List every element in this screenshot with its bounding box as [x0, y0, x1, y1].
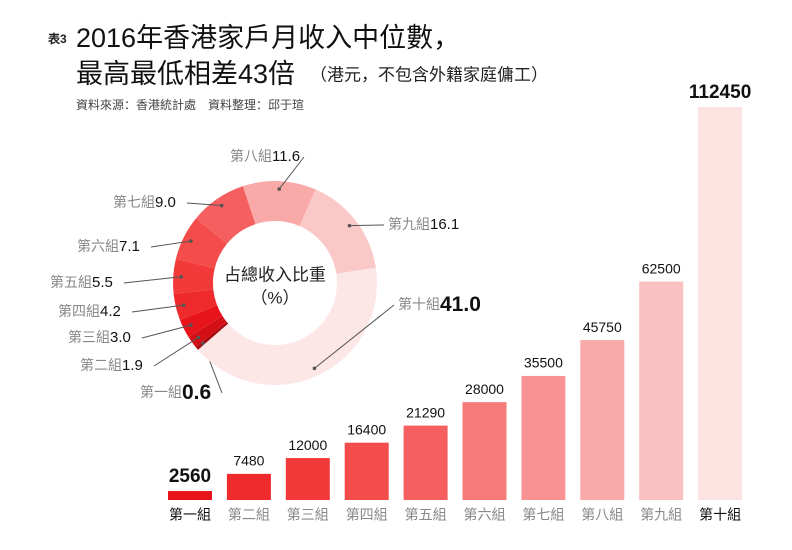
leader-dot	[196, 335, 201, 340]
pie-title: 占總收入比重	[224, 265, 326, 284]
leader-line	[186, 202, 222, 207]
x-tick-label: 第一組	[169, 507, 211, 523]
value-label: 35500	[524, 355, 563, 371]
leader-dot	[181, 303, 186, 307]
leader-dot	[189, 239, 193, 243]
leader-dot	[219, 203, 224, 208]
slice-label: 第二組1.9	[80, 357, 143, 374]
pie-slice	[173, 258, 215, 294]
value-label: 21290	[406, 404, 445, 420]
leader-line	[141, 324, 192, 339]
bar	[580, 340, 625, 500]
pie-slice	[198, 267, 377, 386]
slice-name: 第三組	[68, 329, 110, 345]
leader-dot	[189, 323, 193, 327]
slice-name: 第七組	[113, 194, 155, 210]
leader-dot	[179, 274, 184, 279]
slice-value: 41.0	[440, 293, 481, 316]
pie-slice	[175, 218, 228, 269]
slice-value: 9.0	[155, 194, 176, 211]
pie-slice	[242, 181, 316, 227]
slice-value: 16.1	[430, 216, 459, 233]
leader-dot	[347, 223, 352, 228]
slice-name: 第一組	[140, 384, 182, 400]
source: 資料來源：香港統計處 資料整理：邱于瑄	[76, 97, 304, 112]
pie-slice	[196, 186, 256, 244]
leader-line	[314, 304, 395, 369]
bar	[403, 425, 448, 500]
slice-value: 11.6	[272, 148, 300, 165]
value-label: 16400	[347, 421, 386, 437]
x-tick-label: 第九組	[640, 507, 682, 523]
bar	[344, 442, 389, 500]
leader-dot	[201, 341, 205, 346]
value-label: 7480	[233, 453, 264, 469]
slice-label: 第六組7.1	[77, 238, 140, 255]
slice-name: 第九組	[388, 216, 430, 232]
slice-label: 第四組4.2	[58, 303, 121, 320]
title: 最高最低相差43倍	[76, 59, 295, 89]
slice-label: 第十組41.0	[398, 293, 481, 316]
slice-value: 7.1	[119, 238, 140, 255]
slice-name: 第六組	[77, 238, 119, 254]
value-label: 12000	[288, 437, 327, 453]
leader-dot	[277, 187, 281, 191]
slice-name: 第四組	[58, 303, 100, 319]
value-label: 62500	[642, 260, 681, 276]
slice-value: 4.2	[100, 303, 121, 320]
bar	[639, 281, 684, 500]
slice-label: 第三組3.0	[68, 329, 131, 346]
value-label: 2560	[169, 466, 211, 487]
leader-line	[123, 276, 182, 284]
slice-label: 第九組16.1	[388, 216, 459, 233]
leader-line	[131, 304, 184, 313]
slice-value: 0.6	[182, 381, 211, 404]
x-tick-label: 第三組	[287, 507, 329, 523]
title: 2016年香港家戶月收入中位數，	[76, 23, 460, 53]
pie-slice	[299, 189, 376, 274]
slice-label: 第八組11.6	[230, 148, 300, 165]
x-tick-label: 第七組	[522, 507, 564, 523]
bar	[698, 107, 743, 500]
slice-name: 第二組	[80, 357, 122, 373]
slice-value: 1.9	[122, 357, 143, 374]
slice-label: 第一組0.6	[140, 381, 211, 404]
leader-line	[153, 337, 199, 367]
leader-dot	[312, 366, 317, 371]
slice-name: 第八組	[230, 148, 272, 164]
x-tick-label: 第五組	[405, 507, 447, 523]
pie-slice	[173, 289, 218, 320]
x-tick-label: 第四組	[346, 507, 388, 523]
slice-name: 第十組	[398, 296, 440, 312]
slice-label: 第五組5.5	[50, 274, 113, 291]
bar	[521, 375, 566, 500]
table-tag: 表3	[47, 31, 67, 46]
slice-value: 3.0	[110, 329, 131, 346]
leader-line	[349, 224, 385, 227]
slice-name: 第五組	[50, 274, 92, 290]
note: （港元，不包含外籍家庭傭工）	[310, 65, 548, 84]
pie-slice	[179, 305, 223, 338]
x-tick-label: 第二組	[228, 507, 270, 523]
x-tick-label: 第六組	[464, 507, 506, 523]
value-label: 112450	[689, 82, 751, 103]
x-tick-label: 第十組	[699, 507, 741, 523]
leader-line	[278, 156, 305, 190]
bar	[226, 473, 271, 500]
slice-value: 5.5	[92, 274, 113, 291]
bar	[285, 458, 330, 500]
value-label: 45750	[583, 319, 622, 335]
slice-label: 第七組9.0	[113, 194, 176, 211]
value-label: 28000	[465, 381, 504, 397]
x-tick-label: 第八組	[581, 507, 623, 523]
bar	[168, 491, 212, 500]
leader-line	[150, 240, 191, 248]
pie-subtitle: （%）	[250, 288, 299, 307]
bar	[462, 402, 507, 500]
